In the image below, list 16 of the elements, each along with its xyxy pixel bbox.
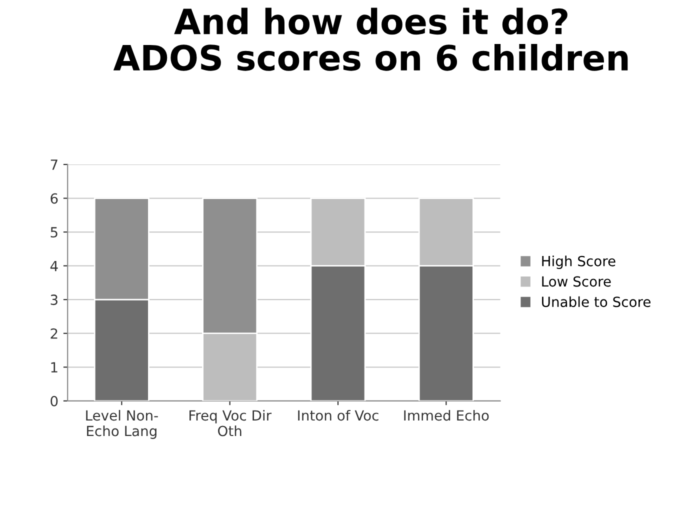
x-tick-label: Inton of Voc (298, 410, 378, 421)
legend-label: High Score (542, 256, 616, 270)
y-tick-label: 5 (50, 227, 58, 238)
legend-label: Unable to Score (542, 296, 650, 308)
y-tick-label: 6 (50, 193, 58, 204)
y-tick-label: 1 (51, 362, 58, 372)
y-tick-label: 7 (50, 160, 58, 170)
y-tick-label: 3 (50, 294, 58, 306)
y-tick-label: 2 (50, 328, 58, 339)
x-tick-label: Level Non- Echo Lang (86, 410, 158, 439)
x-tick-label: Freq Voc Dir Oth (190, 410, 272, 436)
legend-label: Low Score (542, 276, 611, 287)
chart-title: And how does it do? ADOS scores on 6 children (113, 8, 628, 71)
y-tick-label: 4 (50, 260, 58, 272)
x-tick-label: Immed Echo (404, 410, 489, 421)
y-tick-label: 0 (50, 396, 58, 406)
